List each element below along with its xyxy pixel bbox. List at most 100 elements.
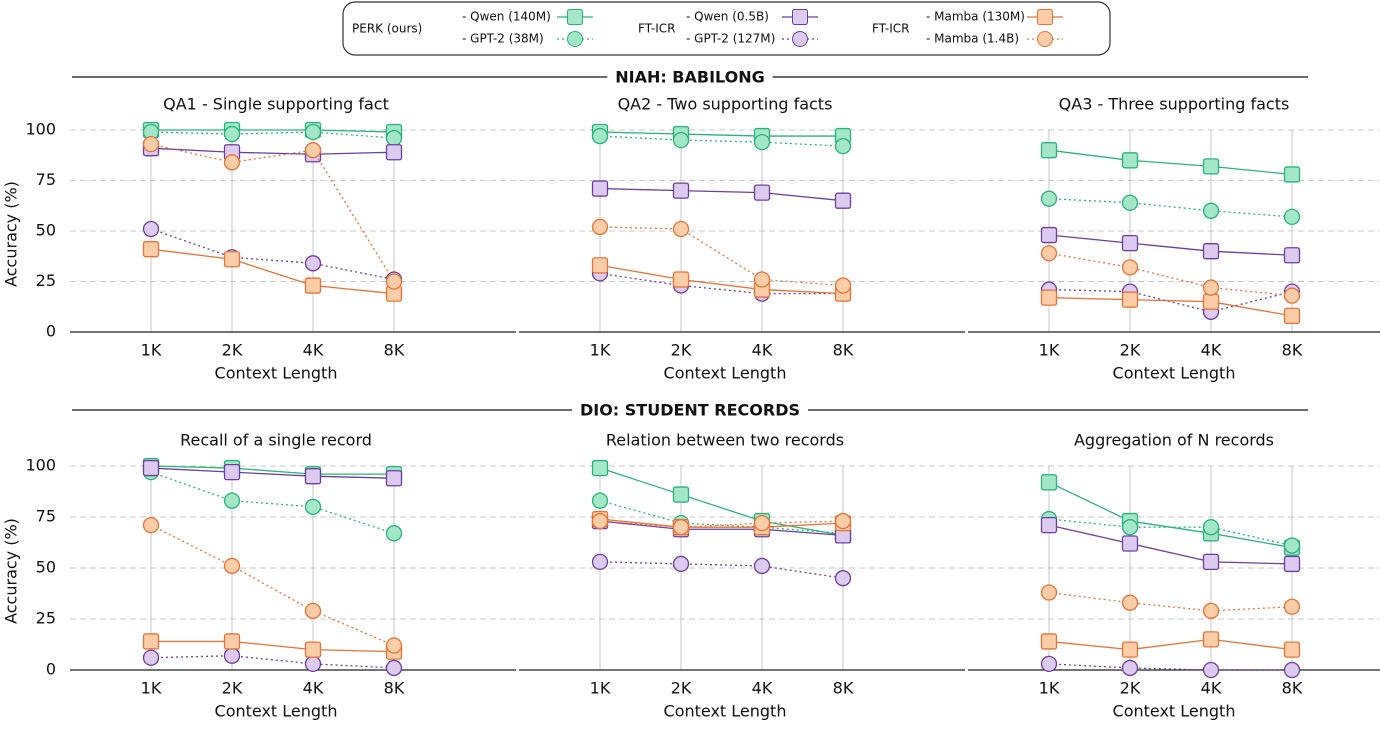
y-axis-label: Accuracy (%) <box>2 181 21 287</box>
x-tick-label: 4K <box>1201 679 1222 698</box>
point <box>142 135 160 153</box>
series-line <box>1048 288 1293 313</box>
point <box>304 641 322 658</box>
y-tick-label: 100 <box>25 120 56 139</box>
legend-marker <box>567 9 583 25</box>
x-axis-label: Context Length <box>215 364 338 383</box>
legend-marker <box>567 31 583 47</box>
series-line <box>599 264 844 295</box>
point <box>1202 293 1220 310</box>
point <box>1283 166 1301 183</box>
point <box>304 255 322 272</box>
point <box>1202 661 1220 679</box>
x-tick-label: 1K <box>590 679 611 698</box>
point <box>672 486 690 503</box>
point <box>1283 598 1301 615</box>
point <box>1121 594 1139 611</box>
series-line <box>150 467 395 479</box>
legend-label: - Mamba (1.4B) <box>926 32 1019 46</box>
point <box>304 498 322 515</box>
point <box>1040 190 1058 207</box>
x-tick-label: 8K <box>1282 679 1303 698</box>
point <box>672 555 690 573</box>
point <box>223 251 241 268</box>
point <box>1040 655 1058 673</box>
point <box>753 271 771 288</box>
point <box>142 241 160 258</box>
x-tick-label: 2K <box>222 341 243 360</box>
y-tick-label: 0 <box>46 660 56 679</box>
series-line <box>1048 663 1292 671</box>
x-tick-label: 2K <box>1120 341 1141 360</box>
point <box>1202 158 1220 175</box>
point <box>223 647 241 664</box>
point <box>1121 519 1139 536</box>
y-tick-label: 50 <box>36 558 56 577</box>
legend-marker <box>792 31 808 47</box>
point <box>591 180 609 197</box>
point <box>223 154 241 171</box>
chart: 1K 2K 4K 8K Aggregation of N records Context … <box>968 431 1380 721</box>
point <box>591 218 609 236</box>
chart: 1K 2K 4K 8K QA2 - Two supporting facts Contex… <box>519 95 965 383</box>
point <box>753 514 771 532</box>
x-tick-label: 8K <box>384 679 405 698</box>
x-axis-label: Context Length <box>1113 364 1236 383</box>
series-line <box>599 561 844 579</box>
point <box>672 220 690 238</box>
point <box>591 127 609 145</box>
point <box>304 277 322 294</box>
point <box>304 655 322 673</box>
x-tick-label: 8K <box>384 341 405 360</box>
point <box>304 123 322 141</box>
point <box>142 633 160 650</box>
series-line <box>1048 234 1293 256</box>
point <box>1202 553 1220 571</box>
point <box>1040 517 1058 534</box>
y-tick-label: 25 <box>36 271 56 290</box>
point <box>1202 202 1220 219</box>
chart-title: QA1 - Single supporting fact <box>163 95 389 114</box>
x-tick-label: 4K <box>303 341 324 360</box>
series-line <box>1048 524 1293 565</box>
x-tick-label: 1K <box>590 341 611 360</box>
chart-title: QA3 - Three supporting facts <box>1059 95 1290 114</box>
series-line <box>599 226 844 287</box>
point <box>834 192 852 209</box>
point <box>223 557 241 575</box>
point <box>753 133 771 151</box>
series-line <box>1048 198 1293 218</box>
point <box>1121 194 1139 211</box>
series-line <box>150 471 395 534</box>
x-tick-label: 4K <box>752 341 773 360</box>
point <box>1040 245 1058 262</box>
x-axis-label: Context Length <box>664 702 787 721</box>
point <box>672 131 690 149</box>
point <box>1121 641 1139 658</box>
point <box>1040 142 1058 159</box>
x-tick-label: 4K <box>1201 341 1222 360</box>
x-axis-label: Context Length <box>664 364 787 383</box>
series-line <box>599 518 844 528</box>
point <box>1283 537 1301 554</box>
legend-label: - Qwen (140M) <box>462 10 551 24</box>
y-axis-label: Accuracy (%) <box>2 518 21 624</box>
legend-marker <box>792 9 808 25</box>
y-tick-label: 75 <box>36 170 56 189</box>
legend-group: PERK (ours) <box>352 22 422 36</box>
point <box>1121 259 1139 276</box>
point <box>304 602 322 619</box>
point <box>753 184 771 201</box>
chart-title: QA2 - Two supporting facts <box>618 95 833 114</box>
section-title: NIAH: BABILONG <box>615 68 765 87</box>
point <box>1040 474 1058 491</box>
y-tick-label: 0 <box>46 322 56 341</box>
point <box>385 144 403 161</box>
point <box>1283 661 1301 679</box>
point <box>1283 641 1301 658</box>
x-tick-label: 2K <box>222 679 243 698</box>
x-tick-label: 4K <box>752 679 773 698</box>
point <box>1283 307 1301 324</box>
series-line <box>150 131 395 139</box>
